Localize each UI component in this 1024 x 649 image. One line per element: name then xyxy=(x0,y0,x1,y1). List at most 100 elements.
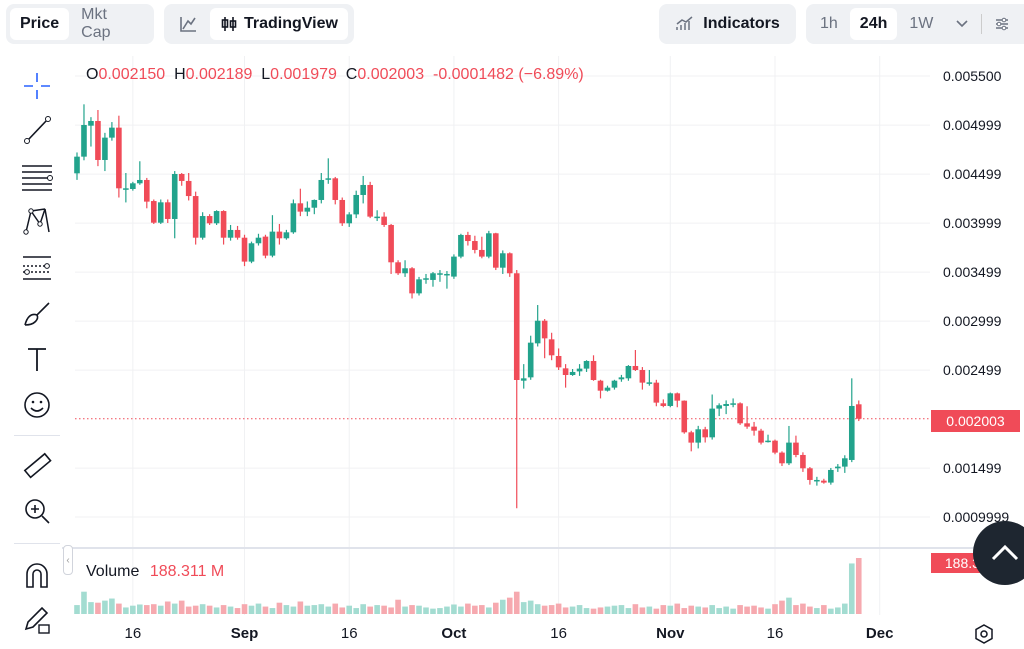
candle-body xyxy=(276,231,283,239)
candle-body xyxy=(437,273,443,275)
volume-bar xyxy=(772,604,778,614)
indicators-label: Indicators xyxy=(703,15,780,32)
high-value: 0.002189 xyxy=(185,66,253,83)
candle-body xyxy=(625,365,632,379)
candle-body xyxy=(660,403,667,406)
forecast-tool[interactable] xyxy=(18,250,56,284)
volume-bar xyxy=(283,605,290,614)
candle-body xyxy=(227,229,234,238)
volume-bar xyxy=(290,606,297,614)
volume-bar xyxy=(185,606,192,614)
candle-body xyxy=(185,180,192,197)
candle-body xyxy=(604,387,611,391)
lock-drawings-tool[interactable] xyxy=(18,603,56,637)
volume-bar xyxy=(709,605,715,614)
ohlc-legend: O0.002150 H0.002189 L0.001979 C0.002003 … xyxy=(86,66,584,84)
text-tool[interactable] xyxy=(18,342,56,376)
volume-bar xyxy=(318,604,325,614)
tradingview-button[interactable]: TradingView xyxy=(210,8,348,40)
zoom-tool[interactable] xyxy=(18,494,56,528)
volume-bar xyxy=(144,605,150,614)
candle-body xyxy=(304,207,311,212)
volume-bar xyxy=(276,602,283,614)
line-chart-button[interactable] xyxy=(168,8,208,40)
volume-bar xyxy=(109,598,115,614)
candle-body xyxy=(430,273,436,280)
volume-bar xyxy=(130,605,136,614)
tab-mkt-cap[interactable]: Mkt Cap xyxy=(81,6,111,41)
candle-body xyxy=(339,199,346,224)
sliders-icon xyxy=(996,17,1009,31)
brush-tool[interactable] xyxy=(18,297,56,331)
volume-legend: Volume 188.311 M xyxy=(86,563,224,581)
candle-body xyxy=(800,454,806,469)
volume-bar xyxy=(590,608,597,614)
tab-price[interactable]: Price xyxy=(10,8,70,40)
candle-body xyxy=(283,232,290,239)
volume-bar xyxy=(835,607,841,614)
y-tick-label: 0.004499 xyxy=(943,166,1002,183)
volume-bar xyxy=(688,605,695,614)
volume-bar xyxy=(793,605,799,614)
candle-body xyxy=(597,380,604,391)
trend-line-tool[interactable] xyxy=(18,113,56,147)
volume-bar xyxy=(157,605,164,614)
volume-bar xyxy=(814,608,820,614)
candle-body xyxy=(702,429,708,438)
high-label: H xyxy=(174,66,186,83)
volume-bar xyxy=(583,608,590,614)
fib-tool[interactable] xyxy=(18,159,56,193)
crosshair-tool[interactable] xyxy=(18,69,56,103)
interval-dropdown[interactable] xyxy=(945,8,979,40)
time-axis-settings-button[interactable] xyxy=(974,624,994,649)
chart-settings-button[interactable] xyxy=(984,8,1020,40)
volume-bar xyxy=(164,601,171,614)
y-tick-label: 0.004999 xyxy=(943,117,1002,134)
open-value: 0.002150 xyxy=(98,66,166,83)
volume-bar xyxy=(848,563,855,614)
candle-body xyxy=(751,426,757,431)
candle-body xyxy=(269,231,276,256)
candle-body xyxy=(695,429,702,443)
volume-bar xyxy=(388,607,394,614)
candle-body xyxy=(220,211,227,238)
collapse-pane-button[interactable]: ‹ xyxy=(63,545,73,575)
candle-body xyxy=(576,368,583,372)
candle-body xyxy=(262,236,269,256)
interval-1w[interactable]: 1W xyxy=(909,15,934,32)
candle-body xyxy=(109,127,115,138)
magnet-tool[interactable] xyxy=(18,558,56,592)
volume-bar xyxy=(171,603,178,614)
volume-bar xyxy=(569,606,576,614)
candle-body xyxy=(618,377,625,380)
divider xyxy=(981,14,983,34)
pattern-icon xyxy=(23,208,50,235)
crosshair-icon xyxy=(24,73,50,99)
volume-bar xyxy=(213,607,220,614)
interval-24h[interactable]: 24h xyxy=(849,8,898,40)
volume-bar xyxy=(493,602,499,614)
candle-body xyxy=(74,156,80,174)
volume-bar xyxy=(199,604,206,614)
candle-body xyxy=(213,211,220,224)
indicators-button[interactable]: Indicators xyxy=(659,4,796,44)
x-tick-label: 16 xyxy=(766,625,784,642)
volume-bar xyxy=(695,606,702,614)
indicators-icon xyxy=(676,16,693,30)
scroll-to-top-button[interactable] xyxy=(973,521,1024,585)
interval-1h[interactable]: 1h xyxy=(820,15,838,32)
volume-bar xyxy=(444,606,450,614)
measure-tool[interactable] xyxy=(18,449,56,483)
chart-type-toggle: TradingView xyxy=(164,4,354,44)
toolbar-divider xyxy=(14,435,60,436)
candle-body xyxy=(395,262,401,274)
candle-body xyxy=(171,174,178,219)
candle-body xyxy=(192,196,199,238)
candle-body xyxy=(590,360,597,380)
candle-body xyxy=(318,179,325,200)
candle-body xyxy=(730,403,736,405)
close-value: 0.002003 xyxy=(357,66,425,83)
pattern-tool[interactable] xyxy=(18,204,56,238)
emoji-tool[interactable] xyxy=(18,388,56,422)
